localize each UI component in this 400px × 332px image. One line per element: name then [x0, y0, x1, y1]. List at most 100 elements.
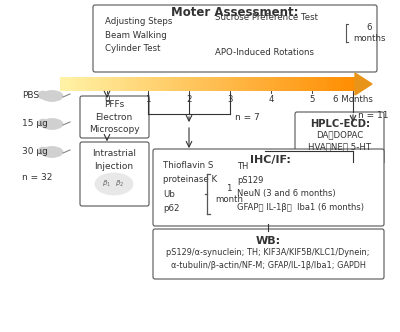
- Bar: [226, 77, 230, 91]
- Bar: [160, 77, 164, 91]
- Text: Moter Assessment:: Moter Assessment:: [171, 6, 299, 19]
- Ellipse shape: [38, 147, 48, 155]
- Bar: [75, 77, 79, 91]
- Bar: [252, 77, 256, 91]
- FancyBboxPatch shape: [80, 96, 149, 138]
- FancyBboxPatch shape: [295, 112, 384, 164]
- Bar: [112, 77, 116, 91]
- Text: n = 7: n = 7: [235, 113, 260, 122]
- Bar: [336, 77, 341, 91]
- Bar: [126, 77, 130, 91]
- Bar: [322, 77, 326, 91]
- Text: 6
months: 6 months: [353, 23, 386, 43]
- Bar: [307, 77, 311, 91]
- Bar: [156, 77, 160, 91]
- Bar: [71, 77, 75, 91]
- Bar: [163, 77, 168, 91]
- Bar: [326, 77, 330, 91]
- Bar: [211, 77, 215, 91]
- Text: pS129/α-synuclein; TH; KIF3A/KIF5B/KLC1/Dynein;
α-tubulin/β-actin/NF-M; GFAP/IL-: pS129/α-synuclein; TH; KIF3A/KIF5B/KLC1/…: [166, 248, 370, 270]
- Ellipse shape: [95, 173, 133, 195]
- Bar: [351, 77, 356, 91]
- Bar: [241, 77, 245, 91]
- Bar: [303, 77, 308, 91]
- Text: 3: 3: [227, 95, 233, 104]
- Bar: [90, 77, 94, 91]
- Bar: [171, 77, 175, 91]
- Bar: [244, 77, 248, 91]
- Bar: [237, 77, 241, 91]
- Bar: [318, 77, 322, 91]
- FancyBboxPatch shape: [153, 149, 384, 226]
- Bar: [185, 77, 190, 91]
- Text: $\beta_2$: $\beta_2$: [116, 179, 124, 189]
- Bar: [266, 77, 271, 91]
- Bar: [130, 77, 134, 91]
- Text: PBS: PBS: [22, 92, 39, 101]
- Bar: [230, 77, 234, 91]
- FancyBboxPatch shape: [80, 142, 149, 206]
- Bar: [93, 77, 97, 91]
- Text: Adjusting Steps
Beam Walking
Cylinder Test: Adjusting Steps Beam Walking Cylinder Te…: [105, 17, 172, 53]
- Ellipse shape: [41, 91, 63, 102]
- Bar: [148, 77, 153, 91]
- Bar: [281, 77, 286, 91]
- Bar: [119, 77, 123, 91]
- Text: 30 μg: 30 μg: [22, 147, 48, 156]
- Text: WB:: WB:: [256, 236, 280, 246]
- Polygon shape: [355, 73, 372, 95]
- Text: $\beta_1$: $\beta_1$: [102, 179, 112, 189]
- Bar: [340, 77, 344, 91]
- Text: DA、DOPAC
HVA、NE、 5-HT: DA、DOPAC HVA、NE、 5-HT: [308, 130, 372, 152]
- Bar: [123, 77, 127, 91]
- Bar: [97, 77, 101, 91]
- Bar: [152, 77, 156, 91]
- Text: HPLC-ECD:: HPLC-ECD:: [310, 119, 370, 129]
- Bar: [289, 77, 293, 91]
- Bar: [215, 77, 219, 91]
- Text: IHC/IF:: IHC/IF:: [250, 155, 290, 165]
- Bar: [82, 77, 86, 91]
- Text: 15 μg: 15 μg: [22, 120, 48, 128]
- Bar: [263, 77, 267, 91]
- Bar: [204, 77, 208, 91]
- Ellipse shape: [38, 119, 48, 127]
- Text: 4: 4: [268, 95, 274, 104]
- Bar: [182, 77, 186, 91]
- Bar: [60, 77, 64, 91]
- Bar: [344, 77, 348, 91]
- Bar: [196, 77, 201, 91]
- Bar: [314, 77, 319, 91]
- Bar: [233, 77, 238, 91]
- Text: n = 32: n = 32: [22, 173, 52, 182]
- Bar: [64, 77, 68, 91]
- Bar: [108, 77, 112, 91]
- Bar: [333, 77, 337, 91]
- Text: 2: 2: [186, 95, 192, 104]
- FancyBboxPatch shape: [93, 5, 377, 72]
- Bar: [104, 77, 108, 91]
- Bar: [178, 77, 182, 91]
- Ellipse shape: [41, 119, 63, 129]
- Bar: [329, 77, 333, 91]
- Text: 0: 0: [104, 95, 110, 104]
- Text: TH
pS129
NeuN (3 and 6 months)
GFAP． IL-1β．  Iba1 (6 months): TH pS129 NeuN (3 and 6 months) GFAP． IL-…: [237, 162, 364, 212]
- Bar: [100, 77, 105, 91]
- Bar: [256, 77, 260, 91]
- Bar: [134, 77, 138, 91]
- Ellipse shape: [41, 146, 63, 157]
- Bar: [193, 77, 197, 91]
- Bar: [208, 77, 212, 91]
- Bar: [259, 77, 263, 91]
- Bar: [200, 77, 204, 91]
- Text: Intrastrial
Injection: Intrastrial Injection: [92, 149, 136, 171]
- Bar: [141, 77, 145, 91]
- Bar: [248, 77, 252, 91]
- Bar: [174, 77, 178, 91]
- Text: PFFs
Electron
Microscopy: PFFs Electron Microscopy: [89, 100, 139, 134]
- Bar: [270, 77, 274, 91]
- Text: 1
month: 1 month: [215, 184, 243, 205]
- Text: Sucrose Preference Test

APO-Induced Rotations: Sucrose Preference Test APO-Induced Rota…: [215, 13, 318, 57]
- Bar: [311, 77, 315, 91]
- Bar: [67, 77, 72, 91]
